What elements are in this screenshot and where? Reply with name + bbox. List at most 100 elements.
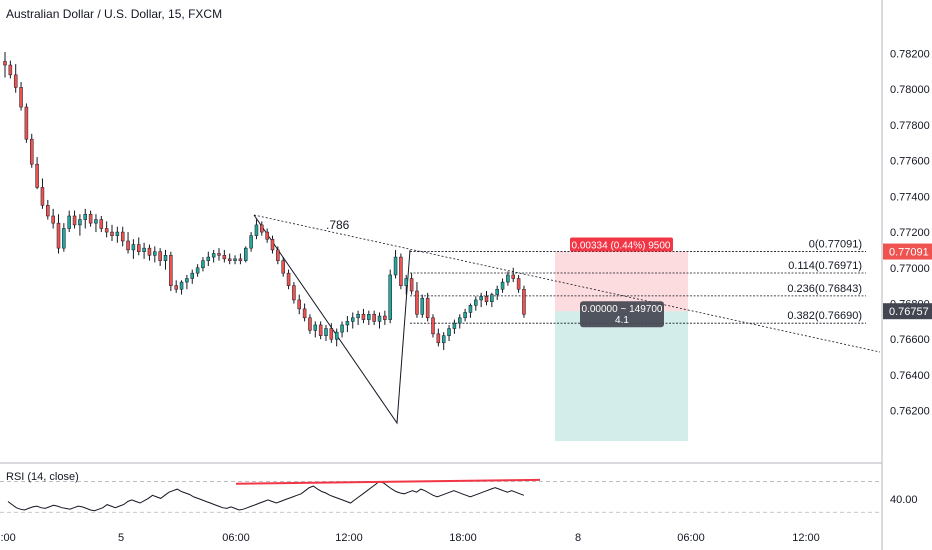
risk-label-bg: [570, 237, 673, 252]
candle-bullish: [351, 317, 355, 322]
price-tick-label: 0.77800: [890, 120, 930, 132]
candle-bullish: [153, 251, 157, 256]
candle-bearish: [137, 244, 141, 252]
candle-bullish: [388, 274, 392, 320]
candle-bullish: [195, 267, 200, 274]
chart-title: Australian Dollar / U.S. Dollar, 15, FXC…: [6, 7, 223, 21]
candle-bullish: [179, 281, 184, 290]
candle-bearish: [174, 285, 178, 290]
drawings[interactable]: .786: [253, 214, 881, 425]
candle-bullish: [468, 305, 473, 313]
candle-bullish: [334, 331, 339, 340]
time-tick-label: 8: [575, 532, 581, 544]
candle-bearish: [169, 255, 173, 286]
candle-bullish: [254, 224, 259, 236]
candle-bearish: [3, 61, 7, 66]
candle-bullish: [474, 299, 478, 306]
candle-bearish: [265, 231, 269, 240]
candle-bullish: [185, 278, 189, 283]
candle-bearish: [484, 296, 489, 302]
candle-bullish: [62, 228, 66, 249]
candle-bullish: [506, 274, 510, 283]
candle-bullish: [404, 278, 408, 286]
price-badge-label: 0.76757: [889, 306, 929, 318]
rsi-line: [7, 480, 525, 512]
candle-bullish: [190, 272, 194, 279]
candle-bullish: [78, 219, 82, 226]
candle-bullish: [452, 322, 457, 329]
candle-bullish: [249, 235, 253, 249]
price-axis[interactable]: 0.78200 0.78000 0.77800 0.77600 0.77400 0.772…: [883, 48, 932, 418]
fib-level-label: 0.114(0.76971): [788, 260, 862, 272]
price-tick-label: 0.77200: [890, 227, 930, 239]
candle-bearish: [308, 317, 312, 331]
position-reward-zone[interactable]: [555, 311, 688, 442]
candle-bearish: [292, 285, 296, 301]
candle-bearish: [260, 224, 264, 233]
candle-bearish: [104, 228, 109, 233]
price-tick-label: 0.77000: [890, 263, 930, 275]
candle-bearish: [24, 106, 29, 140]
price-tick-label: 0.77600: [890, 156, 930, 168]
candle-bearish: [281, 260, 285, 274]
candle-bullish: [340, 324, 344, 333]
candle-bearish: [46, 205, 50, 217]
rsi-divergence-line: [235, 478, 541, 485]
rsi-pane: 40.00: [0, 478, 918, 513]
price-tick-label: 0.76400: [890, 370, 930, 382]
candle-bullish: [67, 215, 71, 229]
time-axis[interactable]: 18:00 5 06:00 12:00 18:00 8 06:00 12:00: [0, 532, 820, 544]
candle-bullish: [201, 260, 205, 269]
candle-bearish: [40, 187, 45, 206]
candle-bearish: [56, 222, 61, 249]
candle-bearish: [238, 258, 243, 261]
price-tick-label: 0.78000: [890, 84, 930, 96]
candle-bearish: [35, 163, 39, 188]
candle-bearish: [8, 64, 13, 76]
price-badge-bg: [883, 243, 932, 260]
candle-bullish: [420, 297, 425, 315]
time-tick-label: 12:00: [335, 532, 363, 544]
candle-bearish: [431, 317, 435, 335]
candle-bullish: [142, 247, 146, 252]
candle-bearish: [120, 231, 125, 242]
candle-bullish: [163, 255, 168, 261]
candle-bullish: [131, 244, 136, 251]
position-info-line1: 0.00000 ~ 149700: [582, 304, 663, 315]
candle-bullish: [441, 335, 446, 344]
candle-bearish: [383, 315, 387, 320]
candle-bearish: [147, 247, 152, 256]
fib-level-label: 0.236(0.76843): [787, 283, 862, 295]
price-badge-label: 0.77091: [889, 247, 929, 259]
candle-bullish: [244, 247, 248, 261]
time-tick-label: 12:00: [792, 532, 820, 544]
fib-level-label: 0.382(0.76690): [787, 310, 862, 322]
time-tick-label: 06:00: [677, 532, 705, 544]
candle-bearish: [88, 213, 93, 224]
candle-bearish: [286, 272, 291, 286]
candle-bullish: [94, 219, 98, 224]
price-badge-bg: [883, 303, 932, 320]
candle-bullish: [463, 312, 467, 319]
candle-bearish: [516, 278, 521, 290]
candle-bullish: [324, 328, 328, 336]
candle-bearish: [13, 74, 18, 88]
zigzag-pattern: [253, 214, 411, 425]
candle-bullish: [377, 315, 382, 322]
candle-bullish: [367, 313, 371, 320]
time-tick-label: 5: [118, 532, 124, 544]
price-tick-label: 0.77400: [890, 191, 930, 203]
rsi-legend: RSI (14, close): [6, 471, 79, 483]
candle-bullish: [479, 296, 483, 301]
candle-bearish: [302, 308, 307, 319]
candle-bullish: [495, 288, 499, 295]
time-tick-label: 18:00: [449, 532, 477, 544]
candle-bearish: [227, 258, 232, 261]
candle-bearish: [522, 288, 526, 315]
candle-bullish: [211, 253, 216, 258]
candle-bearish: [511, 274, 515, 279]
candle-bearish: [72, 215, 77, 226]
candle-bearish: [372, 313, 376, 322]
